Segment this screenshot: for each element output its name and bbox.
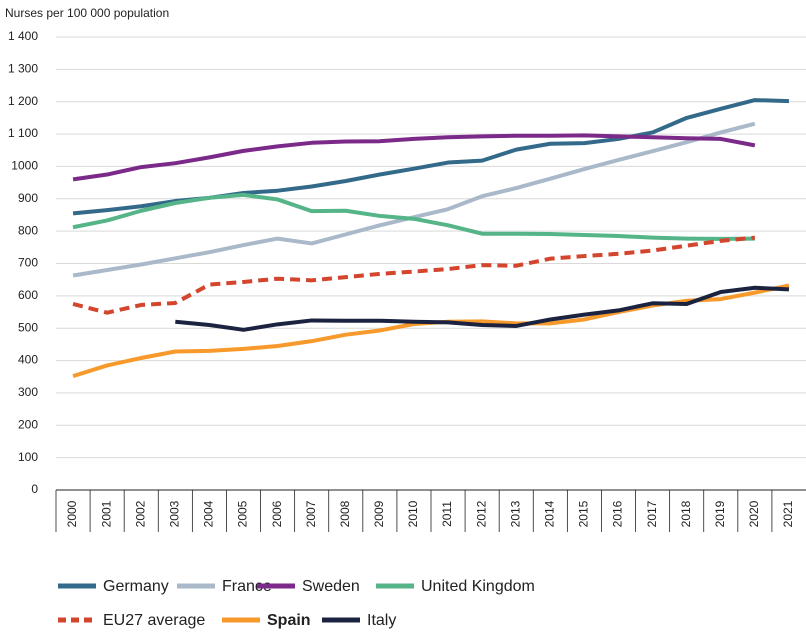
legend-label: Italy (367, 612, 396, 629)
series-line (72, 133, 756, 182)
x-tick-label: 2004 (202, 500, 216, 527)
x-tick-label: 2020 (747, 500, 761, 527)
y-tick-label: 0 (31, 482, 38, 496)
y-tick-label: 1 300 (8, 62, 38, 76)
x-tick-label: 2011 (440, 501, 454, 527)
x-tick-label: 2017 (645, 500, 659, 527)
y-axis-title: Nurses per 100 000 population (5, 6, 169, 20)
x-tick-label: 2018 (679, 500, 693, 527)
x-tick-label: 2000 (65, 500, 79, 527)
x-tick-label: 2005 (236, 500, 250, 527)
legend-label: France (222, 578, 272, 595)
y-tick-label: 600 (18, 288, 38, 302)
y-tick-label: 1 200 (8, 94, 38, 108)
x-tick-label: 2008 (338, 500, 352, 527)
y-tick-label: 800 (18, 223, 38, 237)
y-tick-label: 1 400 (8, 29, 38, 43)
x-tick-label: 2014 (542, 500, 556, 527)
y-tick-label: 300 (18, 385, 38, 399)
series-line (72, 235, 756, 315)
x-tick-label: 2003 (167, 500, 181, 527)
x-tick-label: 2012 (474, 500, 488, 527)
legend-label: EU27 average (103, 612, 205, 629)
series-line (175, 285, 790, 332)
series-line (72, 283, 790, 379)
y-tick-label: 900 (18, 191, 38, 205)
legend-label: Germany (103, 578, 169, 595)
y-tick-label: 400 (18, 353, 38, 367)
series-line (72, 98, 790, 216)
y-tick-label: 200 (18, 417, 38, 431)
x-tick-label: 2006 (270, 500, 284, 527)
x-tick-label: 2021 (781, 500, 795, 527)
y-tick-label: 500 (18, 320, 38, 334)
x-tick-label: 2001 (99, 500, 113, 527)
legend-label: Spain (267, 612, 311, 629)
x-tick-label: 2016 (611, 500, 625, 527)
y-tick-label: 1000 (11, 159, 38, 173)
series-line (72, 192, 755, 241)
x-tick-label: 2002 (133, 500, 147, 527)
y-tick-label: 1 100 (8, 126, 38, 140)
legend-label: Sweden (302, 578, 360, 595)
x-tick-label: 2010 (406, 500, 420, 527)
x-tick-label: 2013 (508, 500, 522, 527)
x-tick-label: 2007 (304, 500, 318, 527)
x-tick-label: 2019 (713, 500, 727, 527)
legend-label: United Kingdom (421, 578, 535, 595)
x-tick-label: 2009 (372, 500, 386, 527)
y-tick-label: 100 (18, 450, 38, 464)
y-tick-label: 700 (18, 256, 38, 270)
x-tick-label: 2015 (577, 500, 591, 527)
